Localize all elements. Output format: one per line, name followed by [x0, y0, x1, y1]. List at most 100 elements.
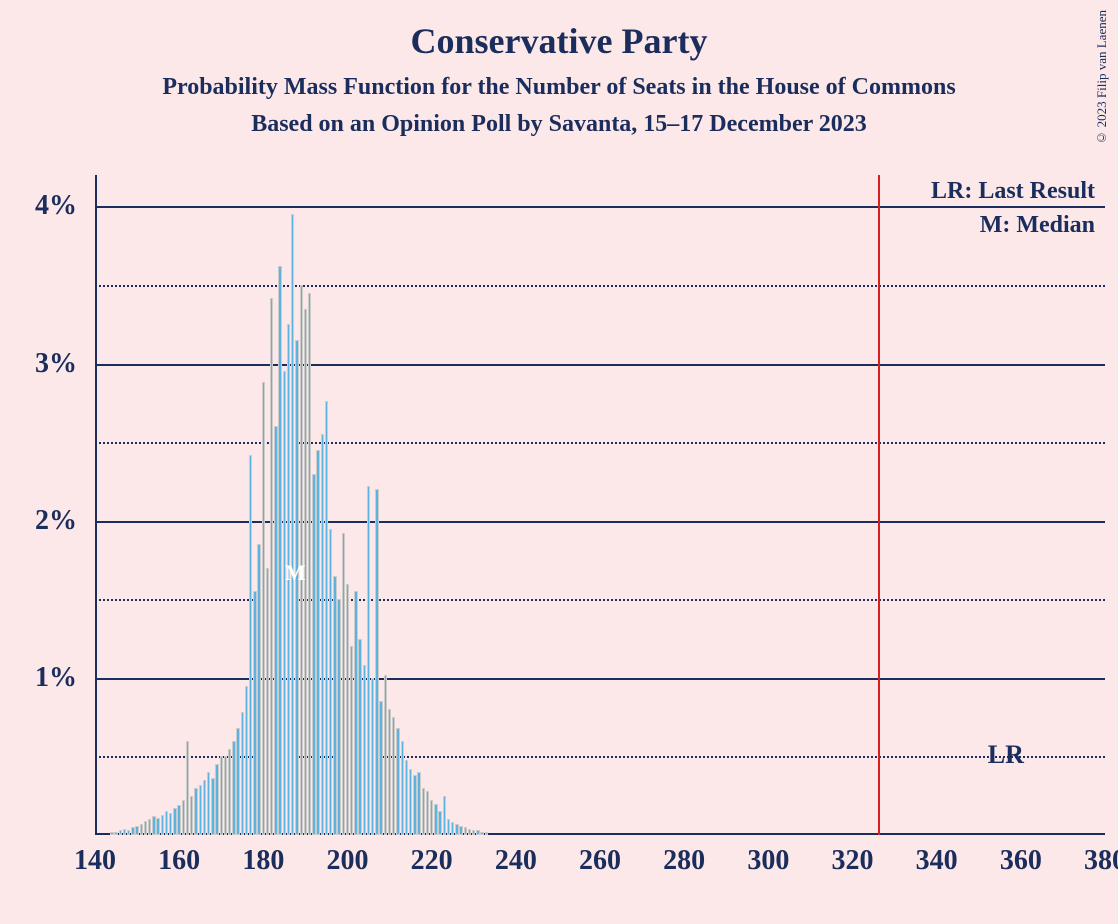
histogram-bar	[173, 808, 176, 835]
gridline-minor	[95, 442, 1105, 444]
histogram-bar	[312, 474, 315, 835]
gridline-minor	[95, 285, 1105, 287]
legend-last-result: LR: Last Result	[931, 178, 1095, 205]
gridline-minor	[95, 599, 1105, 601]
x-tick-label: 240	[495, 845, 537, 877]
histogram-bar	[278, 266, 281, 835]
histogram-bar	[190, 796, 193, 835]
histogram-bar	[358, 639, 361, 835]
histogram-bar	[211, 778, 214, 835]
histogram-bar	[396, 728, 399, 835]
histogram-bar	[409, 769, 412, 835]
histogram-bar	[127, 830, 130, 835]
histogram-bar	[295, 340, 298, 835]
last-result-line	[878, 175, 880, 835]
histogram-bar	[367, 486, 370, 835]
histogram-bar	[316, 450, 319, 835]
histogram-bar	[485, 832, 488, 835]
histogram-bar	[354, 591, 357, 835]
histogram-bar	[401, 741, 404, 835]
histogram-bar	[321, 434, 324, 835]
histogram-bar	[220, 756, 223, 835]
y-tick-label: 2%	[35, 505, 77, 537]
histogram-bar	[135, 826, 138, 835]
histogram-bar	[199, 785, 202, 835]
x-tick-label: 280	[663, 845, 705, 877]
chart-subtitle-2: Based on an Opinion Poll by Savanta, 15–…	[0, 111, 1118, 138]
histogram-bar	[363, 665, 366, 835]
histogram-bar	[375, 489, 378, 835]
copyright-text: © 2023 Filip van Laenen	[1094, 10, 1110, 146]
histogram-bar	[447, 819, 450, 835]
histogram-bar	[392, 717, 395, 835]
histogram-bar	[152, 816, 155, 835]
histogram-bar	[253, 591, 256, 835]
histogram-bar	[405, 760, 408, 835]
histogram-bar	[274, 426, 277, 835]
histogram-bar	[308, 293, 311, 835]
histogram-bar	[388, 709, 391, 835]
y-axis	[95, 175, 97, 835]
histogram-bar	[346, 584, 349, 835]
legend-median: M: Median	[980, 212, 1095, 239]
histogram-bar	[228, 749, 231, 835]
x-tick-label: 380	[1084, 845, 1118, 877]
histogram-bar	[291, 214, 294, 835]
histogram-bar	[232, 741, 235, 835]
histogram-bar	[203, 780, 206, 835]
histogram-bar	[266, 568, 269, 835]
x-tick-label: 220	[411, 845, 453, 877]
histogram-bar	[430, 800, 433, 835]
histogram-bar	[194, 788, 197, 835]
histogram-bar	[148, 819, 151, 835]
histogram-bar	[114, 832, 117, 835]
histogram-bar	[131, 827, 134, 835]
histogram-bar	[333, 576, 336, 835]
histogram-bar	[426, 791, 429, 835]
histogram-bar	[371, 678, 374, 835]
histogram-bar	[215, 764, 218, 835]
histogram-bar	[459, 826, 462, 835]
histogram-bar	[245, 686, 248, 835]
x-tick-label: 180	[242, 845, 284, 877]
y-tick-label: 3%	[35, 348, 77, 380]
chart-plot-area: 1%2%3%4%14016018020022024026028030032034…	[95, 175, 1105, 835]
histogram-bar	[249, 455, 252, 835]
histogram-bar	[443, 796, 446, 835]
last-result-marker: LR	[988, 740, 1024, 770]
histogram-bar	[144, 821, 147, 835]
histogram-bar	[480, 832, 483, 835]
x-tick-label: 340	[916, 845, 958, 877]
histogram-bar	[177, 805, 180, 835]
histogram-bar	[110, 832, 113, 835]
gridline-major	[95, 678, 1105, 680]
x-tick-label: 360	[1000, 845, 1042, 877]
histogram-bar	[468, 829, 471, 835]
y-tick-label: 1%	[35, 662, 77, 694]
histogram-bar	[119, 830, 122, 835]
histogram-bar	[350, 646, 353, 835]
histogram-bar	[270, 298, 273, 835]
histogram-bar	[451, 822, 454, 835]
histogram-bar	[156, 818, 159, 835]
x-tick-label: 260	[579, 845, 621, 877]
histogram-bar	[455, 824, 458, 835]
gridline-major	[95, 206, 1105, 208]
histogram-bar	[165, 811, 168, 835]
histogram-bar	[379, 701, 382, 835]
histogram-bar	[224, 756, 227, 835]
y-tick-label: 4%	[35, 190, 77, 222]
histogram-bar	[241, 712, 244, 835]
gridline-major	[95, 364, 1105, 366]
histogram-bar	[438, 811, 441, 835]
histogram-bar	[257, 544, 260, 835]
chart-title: Conservative Party	[0, 0, 1118, 62]
histogram-bar	[325, 401, 328, 835]
histogram-bar	[472, 830, 475, 835]
median-marker: M	[285, 560, 306, 586]
x-tick-label: 300	[747, 845, 789, 877]
histogram-bar	[123, 829, 126, 835]
histogram-bar	[434, 804, 437, 835]
histogram-bar	[186, 741, 189, 835]
histogram-bar	[342, 533, 345, 835]
